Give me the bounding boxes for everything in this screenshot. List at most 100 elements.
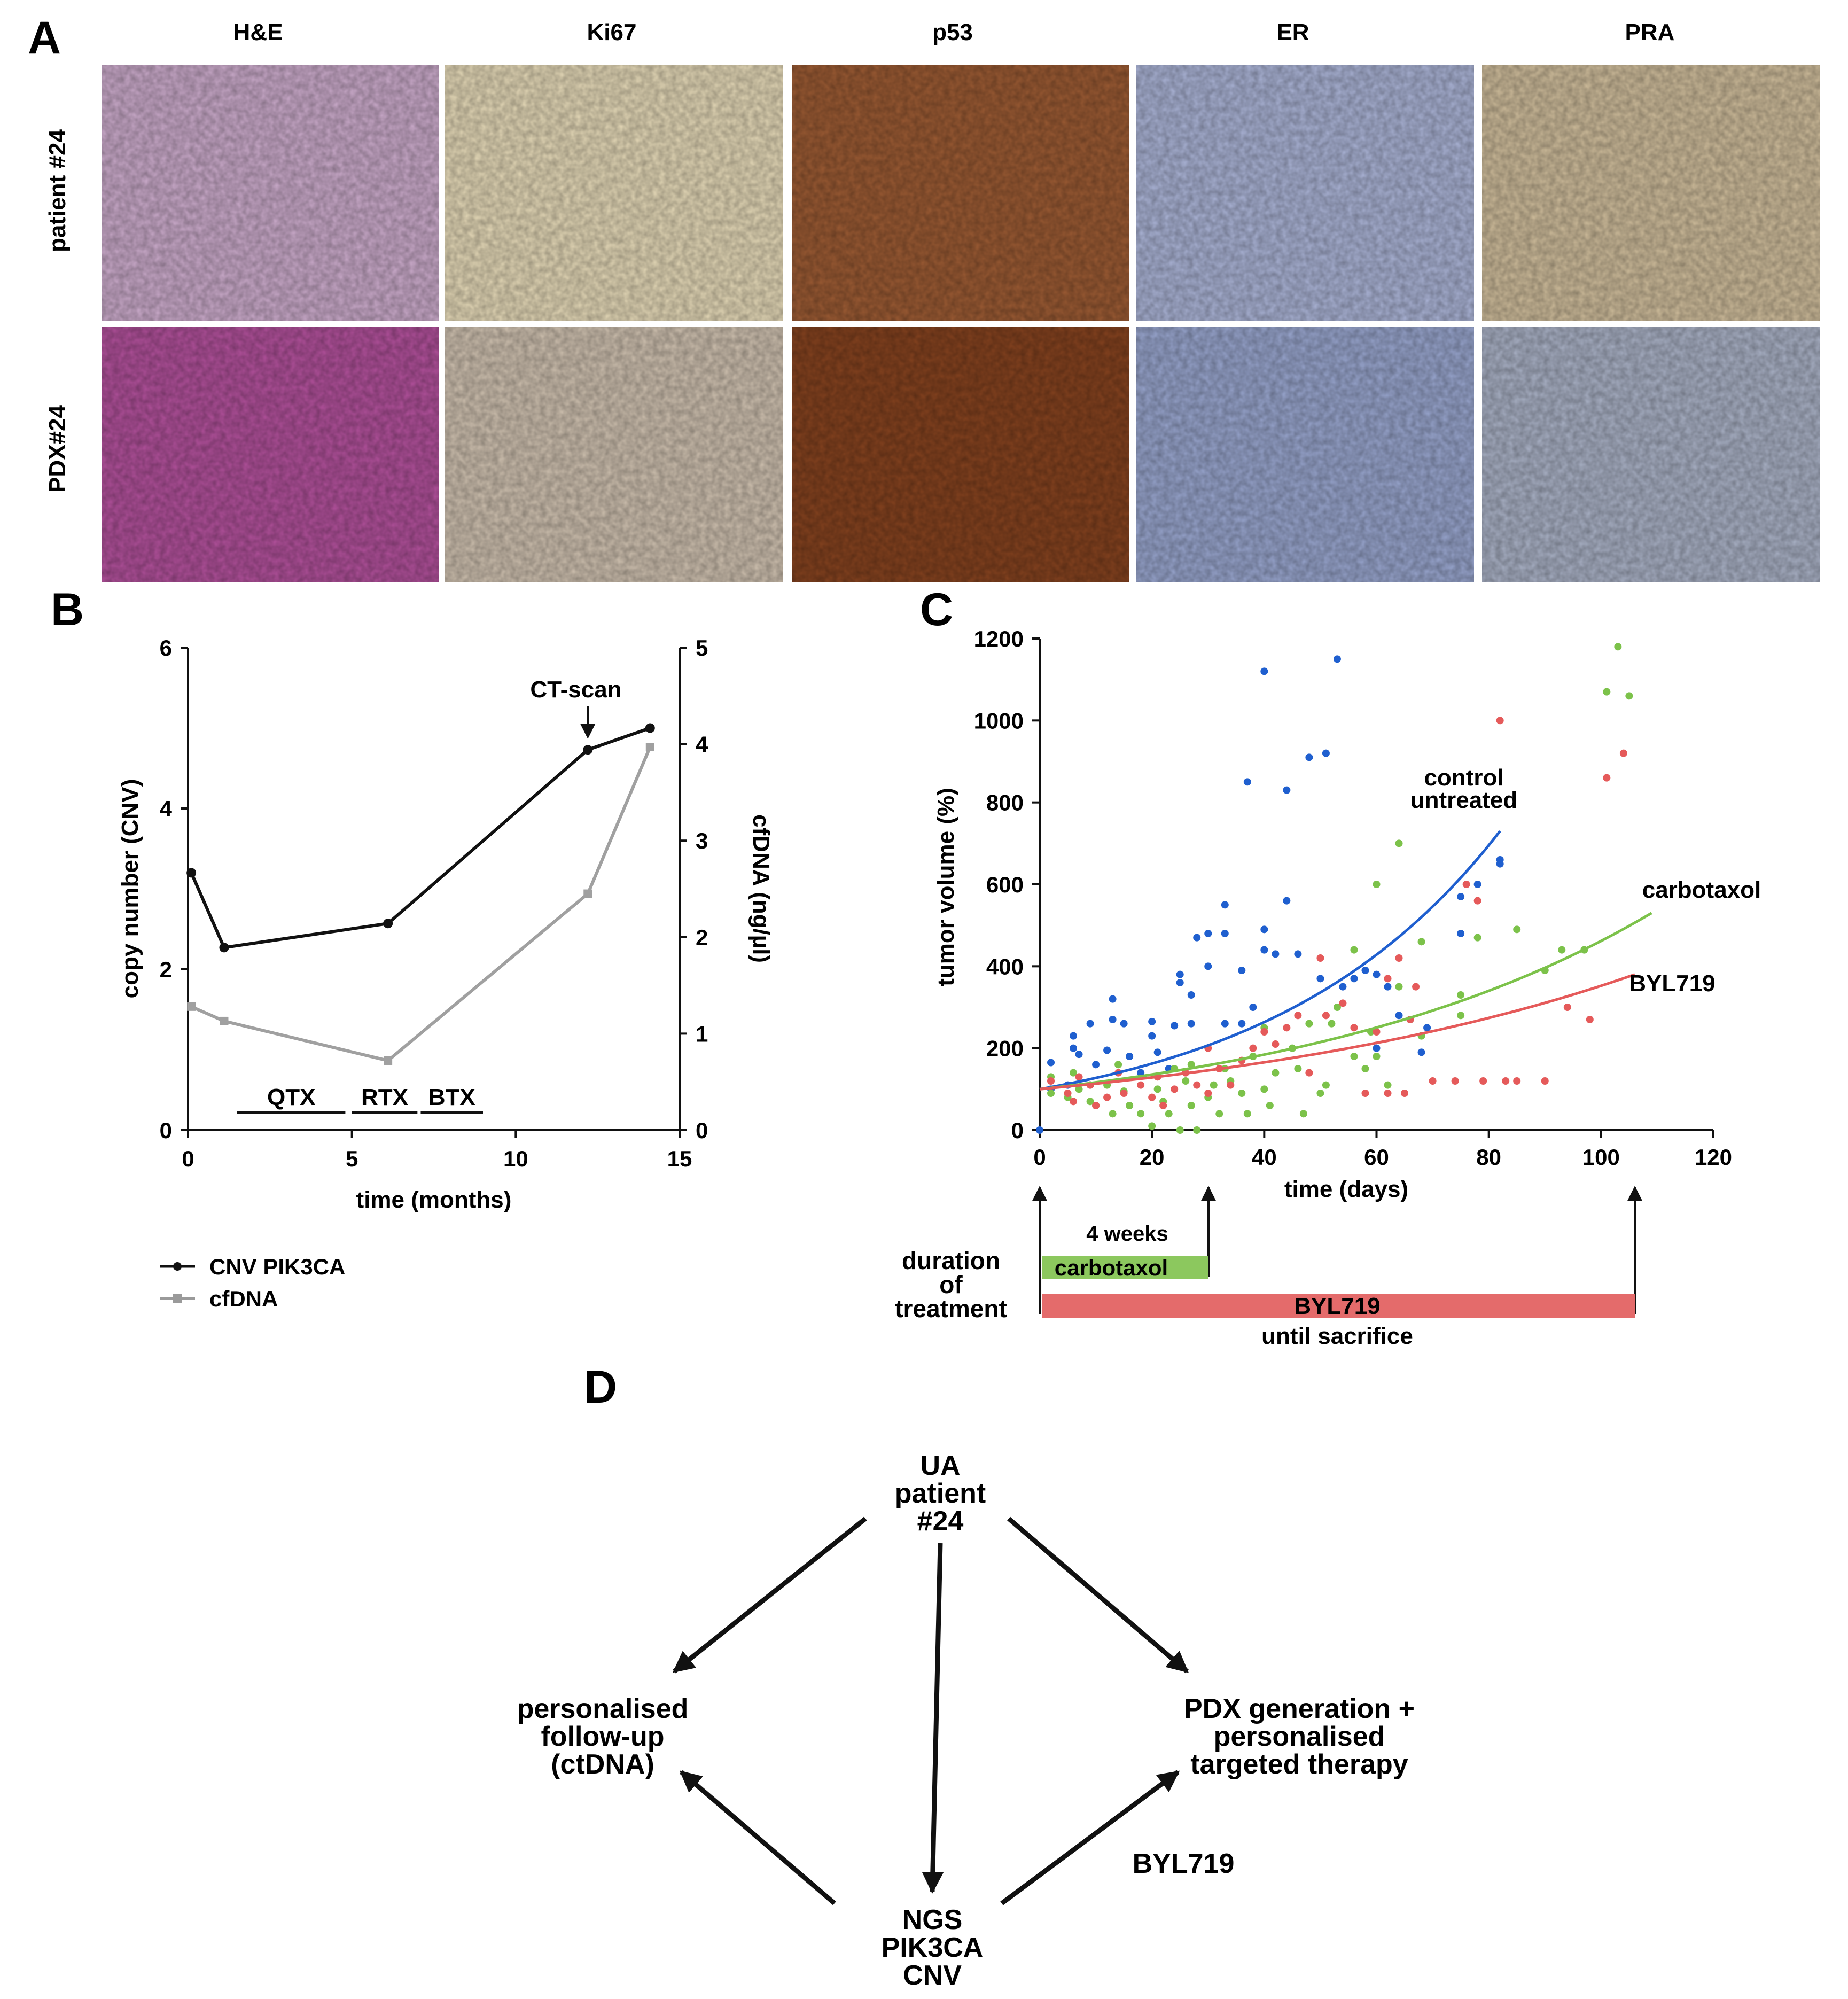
- scatter-point: [1462, 881, 1470, 888]
- y-tick-label: 0: [160, 1118, 172, 1143]
- scatter-point: [1260, 1028, 1268, 1036]
- data-point: [645, 743, 654, 752]
- y2-tick-label: 2: [696, 925, 708, 950]
- panel-c-letter: C: [920, 584, 953, 635]
- chart-b-xlabel: time (months): [356, 1187, 512, 1213]
- byl719-bar-label: BYL719: [1294, 1293, 1380, 1319]
- scatter-point: [1047, 1059, 1055, 1067]
- scatter-point: [1417, 1048, 1425, 1056]
- data-point: [645, 723, 655, 733]
- scatter-point: [1294, 1065, 1302, 1072]
- scatter-point: [1384, 983, 1392, 991]
- arrow-top-to-left: [672, 1516, 867, 1674]
- scatter-point: [1260, 1085, 1268, 1093]
- scatter-point: [1210, 1081, 1218, 1089]
- scatter-point: [1417, 938, 1425, 946]
- legend-label-cnv: CNV PIK3CA: [209, 1254, 345, 1279]
- data-point: [186, 868, 197, 878]
- scatter-point: [1148, 1093, 1156, 1101]
- panel-d-letter: D: [584, 1362, 617, 1413]
- node-left-line-1: personalised: [517, 1693, 689, 1724]
- scatter-point: [1204, 1090, 1212, 1097]
- scatter-point: [1283, 1024, 1291, 1032]
- scatter-point: [1064, 1090, 1072, 1097]
- ct-scan-annotation: CT-scan: [530, 676, 621, 703]
- x-tick-label: 0: [182, 1146, 194, 1171]
- histology-tile: [102, 65, 439, 321]
- panel-a: A H&E Ki67 p53 ER PRA patient #24 PDX#24: [28, 12, 1820, 582]
- y-tick-label: 1200: [974, 626, 1024, 651]
- y-tick-label: 600: [986, 872, 1024, 897]
- scatter-point: [1586, 1016, 1594, 1023]
- scatter-point: [1238, 1090, 1246, 1097]
- scatter-point: [1187, 991, 1195, 999]
- scatter-point: [1243, 778, 1251, 786]
- node-right-line-3: targeted therapy: [1190, 1749, 1408, 1780]
- scatter-point: [1221, 901, 1229, 909]
- scatter-point: [1187, 1102, 1195, 1109]
- scatter-point: [1451, 1077, 1459, 1085]
- scatter-point: [1148, 1032, 1156, 1040]
- scatter-point: [1412, 983, 1420, 991]
- scatter-point: [1423, 1024, 1431, 1032]
- histology-tile: [792, 65, 1129, 321]
- tile-texture: [1482, 65, 1820, 321]
- duration-line-2: of: [939, 1271, 963, 1298]
- scatter-point: [1333, 655, 1341, 663]
- scatter-point: [1221, 1020, 1229, 1028]
- scatter-point: [1350, 946, 1358, 954]
- scatter-point: [1260, 925, 1268, 934]
- scatter-point: [1473, 881, 1481, 888]
- fit-curve: [1039, 973, 1635, 1091]
- data-point: [383, 919, 393, 929]
- curve-label-carbotaxol: carbotaxol: [1642, 877, 1761, 903]
- scatter-point: [1373, 1053, 1381, 1060]
- node-ngs: NGS PIK3CA CNV: [882, 1904, 984, 1991]
- scatter-point: [1395, 839, 1403, 847]
- scatter-point: [1187, 1020, 1195, 1028]
- scatter-point: [1350, 975, 1358, 983]
- scatter-point: [1401, 1090, 1409, 1097]
- scatter-point: [1395, 983, 1403, 991]
- scatter-point: [1361, 1065, 1369, 1072]
- scatter-point: [1384, 1090, 1392, 1097]
- x-tick-label: 5: [346, 1146, 358, 1171]
- until-sacrifice-label: until sacrifice: [1261, 1323, 1413, 1349]
- x-tick-label: 20: [1140, 1145, 1165, 1170]
- scatter-point: [1075, 1051, 1083, 1059]
- scatter-point: [1272, 1069, 1280, 1077]
- node-left-line-3: (ctDNA): [551, 1749, 654, 1780]
- scatter-point: [1513, 1077, 1521, 1085]
- treatment-label: BTX: [428, 1084, 475, 1110]
- scatter-point: [1148, 1017, 1156, 1025]
- scatter-point: [1373, 1028, 1381, 1036]
- scatter-point: [1176, 970, 1184, 978]
- y2-tick-label: 4: [696, 732, 708, 757]
- x-tick-label: 0: [1033, 1145, 1046, 1170]
- series-line: [190, 746, 652, 1063]
- scatter-point: [1075, 1073, 1083, 1081]
- scatter-point: [1272, 950, 1280, 958]
- node-bottom-line-1: NGS: [902, 1904, 963, 1935]
- scatter-point: [1114, 1061, 1122, 1069]
- curve-label-byl719: BYL719: [1629, 970, 1715, 997]
- chart-b-y2label: cfDNA (ng/µl): [748, 814, 774, 963]
- scatter-point: [1070, 1044, 1078, 1052]
- scatter-point: [1305, 753, 1313, 761]
- data-point: [187, 1002, 196, 1011]
- scatter-point: [1109, 1016, 1117, 1023]
- scatter-point: [1249, 1044, 1257, 1052]
- y-tick-label: 4: [160, 796, 173, 821]
- carbotaxol-duration-bar: [1042, 1256, 1208, 1279]
- scatter-point: [1272, 1040, 1280, 1048]
- node-pdx-generation: PDX generation + personalised targeted t…: [1184, 1693, 1415, 1780]
- chart-c-xlabel: time (days): [1284, 1176, 1408, 1202]
- scatter-point: [1294, 950, 1302, 958]
- panel-b-letter: B: [51, 584, 84, 635]
- duration-line-1: duration: [902, 1247, 1000, 1274]
- scatter-point: [1187, 1061, 1195, 1069]
- scatter-point: [1541, 1077, 1549, 1085]
- scatter-point: [1182, 1077, 1190, 1085]
